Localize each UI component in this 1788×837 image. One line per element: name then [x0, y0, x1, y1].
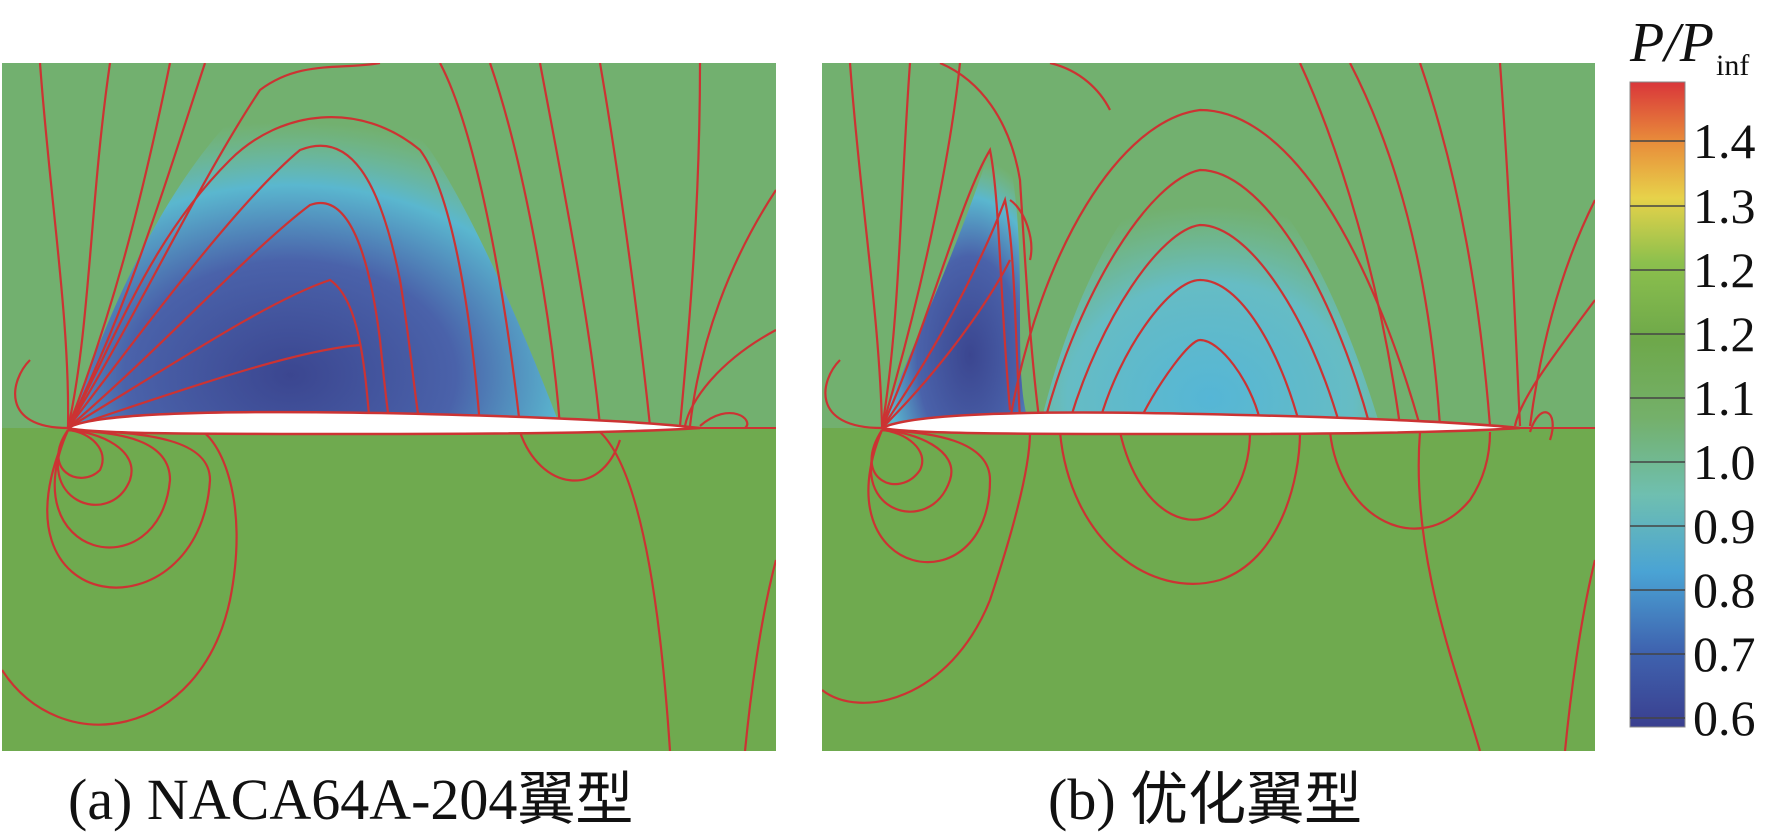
- colorbar-tick-marks: [1630, 140, 1685, 719]
- colorbar-title: P/Pinf: [1630, 8, 1749, 82]
- colorbar-tick-label: 1.2: [1693, 242, 1756, 298]
- caption-panel-b: (b) 优化翼型: [1048, 767, 1363, 832]
- panel-a-contour-lines: [2, 63, 776, 751]
- panel-a-low-pressure-region: [70, 87, 560, 426]
- colorbar-tick-label: 1.1: [1693, 370, 1756, 426]
- colorbar-tick-label: 1.0: [1693, 434, 1756, 490]
- colorbar-title-subscript: inf: [1715, 49, 1750, 82]
- panel-b: [822, 63, 1595, 751]
- caption-panel-a: (a) NACA64A-204翼型: [68, 767, 634, 832]
- panel-b-shock-low-region: [880, 143, 1030, 426]
- panel-b-contour-lines: [822, 63, 1595, 751]
- panel-a: [2, 63, 776, 751]
- colorbar-gradient: [1629, 81, 1686, 728]
- colorbar-title-main: P/P: [1630, 12, 1714, 74]
- colorbar-tick-label: 1.3: [1693, 178, 1756, 234]
- colorbar-tick-label: 0.7: [1693, 626, 1756, 682]
- colorbar-tick-label: 1.2: [1693, 306, 1756, 362]
- colorbar-tick-label: 1.4: [1693, 113, 1756, 169]
- colorbar-tick-label: 0.8: [1693, 562, 1756, 618]
- colorbar-tick-label: 0.9: [1693, 498, 1756, 554]
- colorbar-tick-label: 0.6: [1693, 690, 1756, 746]
- colorbar: [1629, 81, 1686, 728]
